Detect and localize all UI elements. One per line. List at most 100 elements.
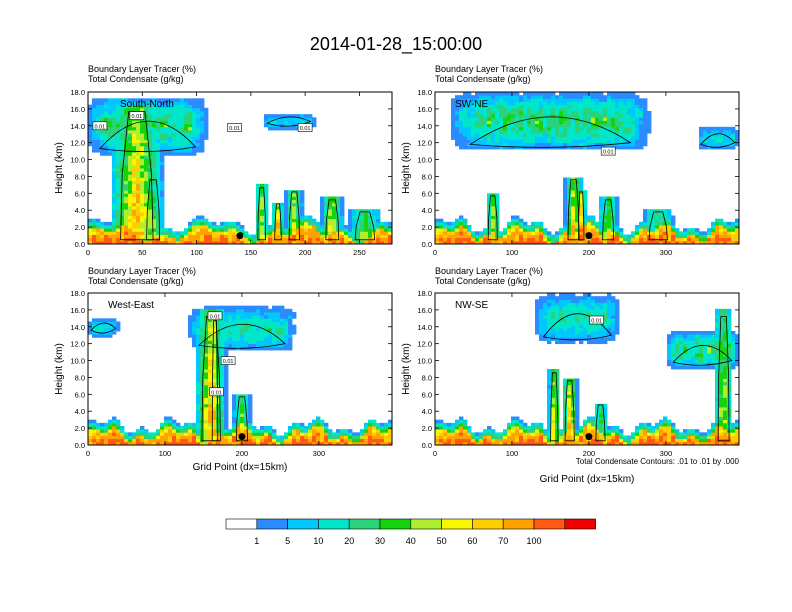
field-cell <box>196 350 201 354</box>
field-cell <box>591 117 596 121</box>
field-cell <box>244 240 249 245</box>
field-cell <box>88 432 93 436</box>
field-cell <box>352 228 357 232</box>
field-cell <box>495 130 500 134</box>
field-cell <box>124 158 129 163</box>
field-cell <box>587 221 592 226</box>
field-cell <box>631 114 636 118</box>
field-cell <box>451 126 456 131</box>
field-cell <box>619 104 624 109</box>
field-cell <box>332 225 337 229</box>
field-cell <box>515 145 520 150</box>
contour-label: 0.01 <box>132 114 143 120</box>
field-cell <box>288 337 293 341</box>
field-cell <box>244 400 249 405</box>
field-cell <box>735 139 740 144</box>
field-cell <box>232 237 237 242</box>
field-cell <box>495 215 500 220</box>
field-cell <box>483 120 488 125</box>
field-cell <box>144 161 149 166</box>
field-cell <box>304 426 309 430</box>
field-cell <box>523 111 528 115</box>
field-cell <box>348 225 353 229</box>
field-cell <box>603 101 608 106</box>
y-tick-label: 12.0 <box>70 340 85 349</box>
field-cell <box>471 145 476 150</box>
field-cell <box>164 104 169 109</box>
field-cell <box>348 215 353 220</box>
field-cell <box>224 419 229 424</box>
field-cell <box>208 225 213 229</box>
field-cell <box>324 438 329 443</box>
field-cell <box>180 429 185 433</box>
field-cell <box>499 435 504 440</box>
field-cell <box>168 429 173 433</box>
field-cell <box>719 237 724 242</box>
field-cell <box>108 234 113 239</box>
field-cell <box>555 104 560 109</box>
field-cell <box>188 321 193 326</box>
field-cell <box>108 152 113 156</box>
field-cell <box>124 231 129 235</box>
field-cell <box>96 111 101 115</box>
field-cell <box>148 225 153 229</box>
field-cell <box>595 240 600 245</box>
field-cell <box>280 202 285 207</box>
field-cell <box>551 384 556 389</box>
field-cell <box>216 234 221 239</box>
field-cell <box>455 234 460 239</box>
field-cell <box>364 438 369 443</box>
field-cell <box>328 435 333 440</box>
field-cell <box>272 212 277 216</box>
field-cell <box>216 331 221 335</box>
field-cell <box>340 221 345 226</box>
field-cell <box>483 98 488 102</box>
field-cell <box>172 120 177 125</box>
field-cell <box>204 126 209 131</box>
field-cell <box>687 231 692 235</box>
field-cell <box>112 206 117 210</box>
field-cell <box>639 142 644 147</box>
field-cell <box>260 240 265 245</box>
field-cell <box>156 98 161 102</box>
field-cell <box>224 327 229 332</box>
field-cell <box>491 130 496 134</box>
field-cell <box>711 240 716 245</box>
field-cell <box>619 98 624 102</box>
field-cell <box>723 228 728 232</box>
field-cell <box>595 117 600 121</box>
field-cell <box>567 426 572 430</box>
field-cell <box>272 120 277 125</box>
field-cell <box>388 231 393 235</box>
field-cell <box>563 130 568 134</box>
field-cell <box>635 240 640 245</box>
field-cell <box>156 126 161 131</box>
field-cell <box>519 234 524 239</box>
field-cell <box>611 98 616 102</box>
field-cell <box>467 107 472 112</box>
field-cell <box>276 435 281 440</box>
field-cell <box>176 142 181 147</box>
field-cell <box>360 212 365 216</box>
field-cell <box>100 145 105 150</box>
field-cell <box>368 221 373 226</box>
field-cell <box>507 435 512 440</box>
field-cell <box>180 136 185 140</box>
field-cell <box>575 324 580 329</box>
field-cell <box>92 318 97 322</box>
field-cell <box>459 98 464 102</box>
field-cell <box>683 228 688 232</box>
field-cell <box>176 441 181 446</box>
field-cell <box>304 438 309 443</box>
field-cell <box>639 117 644 121</box>
field-cell <box>160 161 165 166</box>
field-cell <box>567 410 572 414</box>
field-cell <box>491 240 496 245</box>
field-cell <box>272 435 277 440</box>
field-cell <box>312 117 317 121</box>
field-cell <box>671 215 676 220</box>
field-cell <box>587 228 592 232</box>
field-cell <box>100 98 105 102</box>
field-cell <box>300 228 305 232</box>
field-cell <box>527 435 532 440</box>
